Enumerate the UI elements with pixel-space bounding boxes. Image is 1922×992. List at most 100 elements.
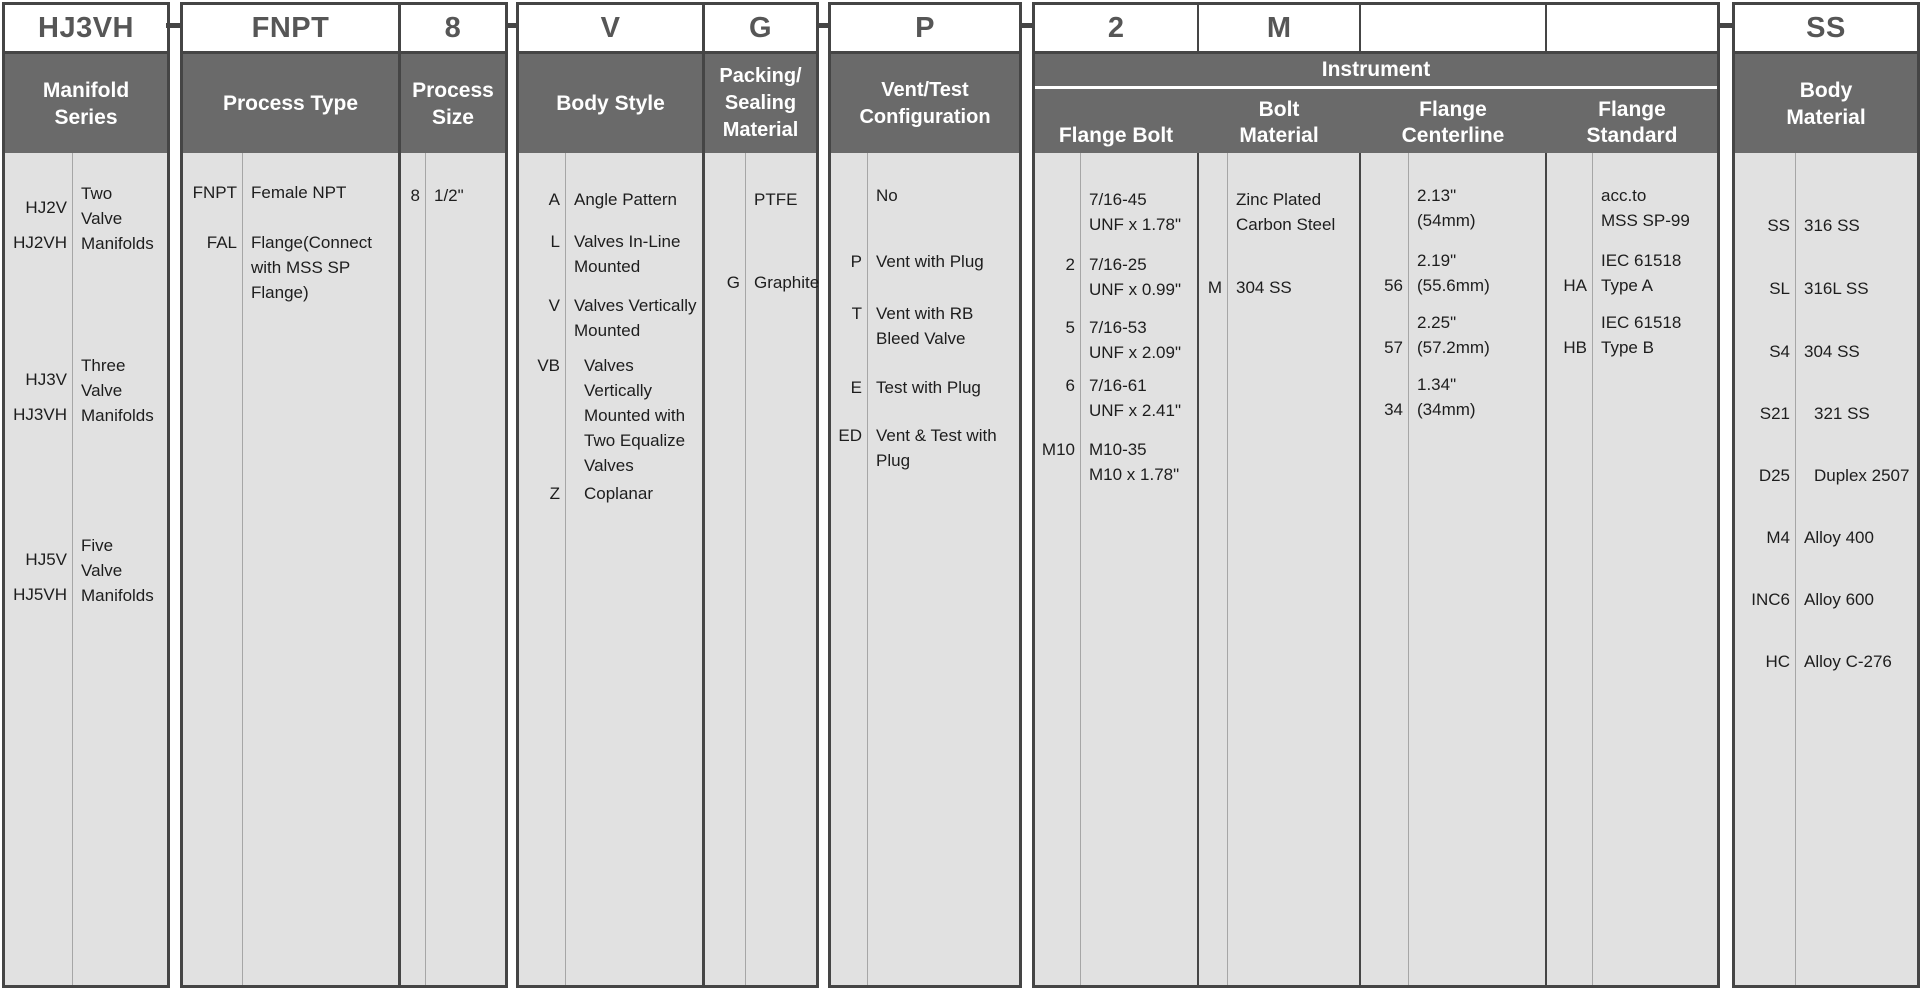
option-desc: 321 SS (1814, 404, 1870, 423)
table-row: S21 321 SS (1735, 401, 1917, 426)
instrument-underline (1035, 86, 1717, 89)
code-box-flange-centerline (1359, 5, 1545, 51)
option-desc: PTFE (754, 190, 798, 209)
header-vent-test: Vent/Test Configuration (831, 54, 1019, 153)
option-desc: 1.34" (34mm) (1417, 375, 1476, 419)
table-row: HC Alloy C-276 (1735, 649, 1917, 674)
option-code: INC6 (1751, 590, 1790, 609)
body-vent-test: No P Vent with Plug T Vent with RB Bleed… (831, 153, 1019, 985)
body-flange-centerline: 2.13" (54mm) 56 2.19" (55.6mm) 57 2.25" … (1359, 153, 1545, 985)
option-desc: Graphite (754, 273, 820, 292)
body-bolt-material: Zinc Plated Carbon Steel M 304 SS (1197, 153, 1359, 985)
code-box-bolt-material: M (1197, 5, 1359, 51)
option-code (1547, 183, 1592, 208)
part-number-separator-dash (1718, 23, 1734, 28)
table-row: acc.to MSS SP-99 (1547, 183, 1717, 233)
header-process-size: Process Size (401, 54, 505, 153)
option-code: FNPT (192, 183, 237, 202)
code-box-process-type: FNPT (183, 5, 398, 54)
group-vent-test: P Vent/Test Configuration No P Vent with… (828, 2, 1022, 988)
option-code: Z (549, 484, 560, 503)
table-row: M4 Alloy 400 (1735, 525, 1917, 550)
option-desc: Five Valve Manifolds (81, 536, 154, 605)
table-row: VB Valves Vertically Mounted with Two Eq… (519, 353, 702, 478)
option-desc: Alloy C-276 (1804, 652, 1892, 671)
option-desc: Female NPT (251, 183, 347, 202)
instrument-code-bar: 2 M (1035, 5, 1717, 54)
option-desc: 304 SS (1236, 278, 1292, 297)
option-code: HC (1765, 652, 1790, 671)
instrument-subheaders: Flange Bolt Bolt Material Flange Centerl… (1035, 89, 1717, 153)
code-box-body-style: V (519, 5, 702, 54)
group-body-style-packing: V Body Style A Angle Pattern L Valves In… (516, 2, 819, 988)
subgroup-body-style: V Body Style A Angle Pattern L Valves In… (519, 5, 702, 985)
group-instrument: 2 M Instrument Flange Bolt Bolt Material… (1032, 2, 1720, 988)
code-box-body-material: SS (1735, 5, 1917, 54)
subgroup-packing: G Packing/ Sealing Material PTFE G Graph… (702, 5, 820, 985)
option-desc: Valves In-Line Mounted (574, 232, 681, 276)
table-row: L Valves In-Line Mounted (519, 229, 702, 279)
part-number-separator-dash (166, 23, 182, 28)
code-box-flange-bolt: 2 (1035, 5, 1197, 51)
option-desc: 1/2" (434, 186, 464, 205)
option-code: 8 (410, 186, 420, 205)
option-code: FAL (206, 233, 237, 252)
table-row: M 304 SS (1199, 275, 1359, 300)
option-desc: Coplanar (584, 484, 653, 503)
option-code: HJ3V HJ3VH (13, 370, 67, 424)
option-code: V (548, 296, 560, 315)
table-row: T Vent with RB Bleed Valve (831, 301, 1019, 351)
option-desc: 316L SS (1804, 279, 1869, 298)
code-box-process-size: 8 (401, 5, 505, 54)
option-desc: Flange(Connect with MSS SP Flange) (251, 233, 372, 302)
table-row: Zinc Plated Carbon Steel (1199, 187, 1359, 237)
table-row: HB IEC 61518 Type B (1547, 310, 1717, 360)
header-flange-centerline: Flange Centerline (1401, 98, 1505, 147)
header-flange-bolt: Flange Bolt (1058, 124, 1174, 147)
header-instrument: Instrument (1035, 54, 1717, 86)
table-row: HJ2V HJ2VH Two Valve Manifolds (5, 181, 167, 260)
table-row: 6 7/16-61 UNF x 2.41" (1035, 373, 1197, 423)
table-row: PTFE (705, 187, 816, 212)
table-row: S4 304 SS (1735, 339, 1917, 364)
table-row: HA IEC 61518 Type A (1547, 248, 1717, 298)
table-row: M10 M10-35 M10 x 1.78" (1035, 437, 1197, 487)
option-desc: 7/16-53 UNF x 2.09" (1089, 318, 1182, 362)
header-process-type: Process Type (183, 54, 398, 153)
option-desc: 2.13" (54mm) (1417, 186, 1476, 230)
option-desc: acc.to MSS SP-99 (1601, 186, 1690, 230)
instrument-body: 7/16-45 UNF x 1.78" 2 7/16-25 UNF x 0.99… (1035, 153, 1717, 985)
table-row: SL 316L SS (1735, 276, 1917, 301)
body-manifold-series: HJ2V HJ2VH Two Valve Manifolds HJ3V HJ3V… (5, 153, 167, 985)
table-row: Z Coplanar (519, 481, 702, 506)
option-desc: Duplex 2507 (1814, 466, 1910, 485)
option-desc: 7/16-25 UNF x 0.99" (1089, 255, 1182, 299)
option-code: HJ5V HJ5VH (13, 550, 67, 604)
option-desc: Vent with RB Bleed Valve (876, 304, 974, 348)
option-desc: 2.25" (57.2mm) (1417, 313, 1490, 357)
option-desc: Alloy 600 (1804, 590, 1874, 609)
header-manifold-series: Manifold Series (5, 54, 167, 153)
option-code: T (851, 304, 862, 323)
option-code: 34 (1384, 400, 1403, 419)
header-body-style: Body Style (519, 54, 702, 153)
option-desc: Valves Vertically Mounted with Two Equal… (584, 356, 686, 475)
option-code: A (548, 190, 560, 209)
option-desc: IEC 61518 Type B (1601, 313, 1682, 357)
body-flange-standard: acc.to MSS SP-99 HA IEC 61518 Type A HB … (1545, 153, 1717, 985)
option-code: S21 (1759, 404, 1790, 423)
option-desc: M10-35 M10 x 1.78" (1089, 440, 1180, 484)
body-body-style: A Angle Pattern L Valves In-Line Mounted… (519, 153, 702, 985)
subgroup-process-size: 8 Process Size 8 1/2" (398, 5, 505, 985)
option-code: S4 (1769, 342, 1790, 361)
header-flange-standard: Flange Standard (1586, 98, 1678, 147)
option-code: 2 (1065, 255, 1075, 274)
option-code: VB (537, 356, 560, 375)
body-flange-bolt: 7/16-45 UNF x 1.78" 2 7/16-25 UNF x 0.99… (1035, 153, 1197, 985)
table-row: ED Vent & Test with Plug (831, 423, 1019, 473)
option-desc: Vent & Test with Plug (876, 426, 997, 470)
option-code: L (550, 232, 560, 251)
table-row: 8 1/2" (401, 183, 505, 208)
option-code: G (726, 273, 740, 292)
